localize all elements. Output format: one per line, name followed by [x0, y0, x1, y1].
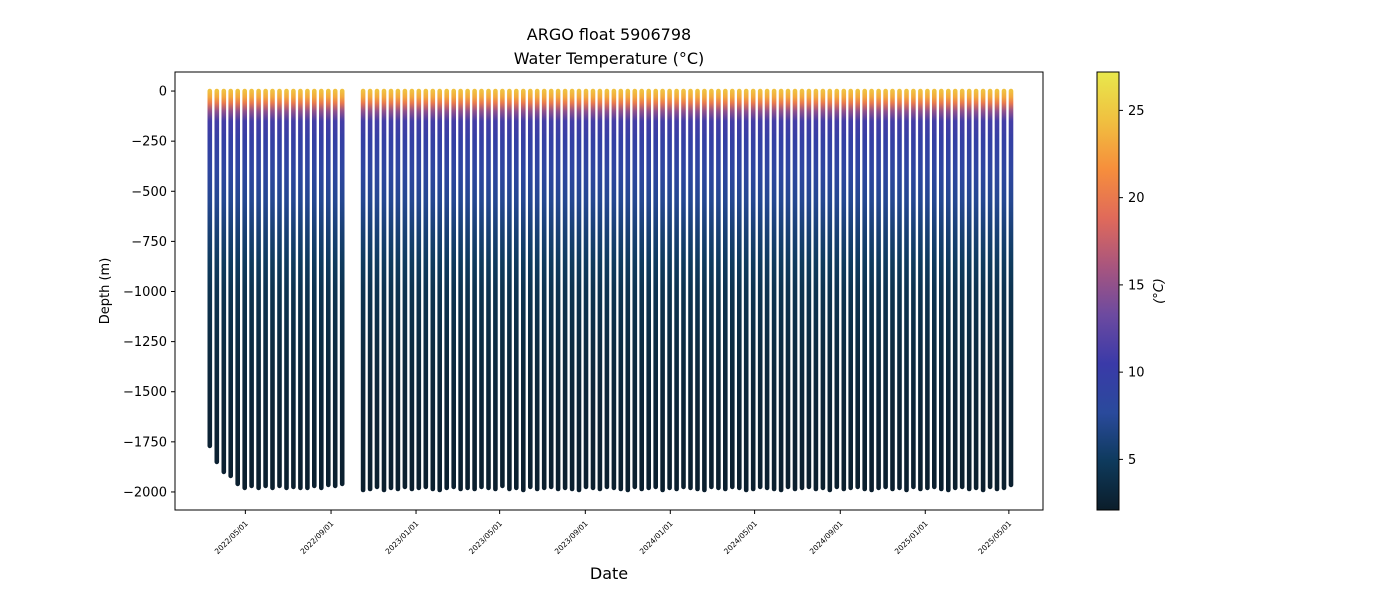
x-axis-label: Date [590, 564, 628, 583]
y-axis-label: Depth (m) [98, 258, 113, 325]
x-tick-label: 2022/05/01 [213, 519, 250, 556]
colorbar-tick-label: 10 [1128, 366, 1145, 381]
colorbar [1096, 71, 1120, 511]
y-axis-ticks: 0 −250 −500 −750 −1000 −1250 −1500 −1750 −2000 [123, 85, 175, 500]
colorbar-ticks: 5 10 15 20 25 [1119, 104, 1145, 468]
x-tick-label: 2023/01/01 [384, 519, 421, 556]
x-tick-label: 2023/09/01 [553, 519, 590, 556]
y-tick-label: −1750 [123, 435, 167, 450]
x-axis-ticks: 2022/05/01 2022/09/01 2023/01/01 2023/05/01… [213, 510, 1013, 556]
colorbar-tick-label: 15 [1128, 278, 1145, 293]
y-tick-label: −2000 [123, 485, 167, 500]
x-tick-label: 2024/01/01 [638, 519, 675, 556]
y-tick-label: −500 [131, 185, 167, 200]
y-tick-label: −1500 [123, 385, 167, 400]
plot-area [207, 88, 1014, 493]
colorbar-label: (°C) [1152, 278, 1167, 304]
chart-title-line-2: Water Temperature (°C) [514, 49, 704, 68]
x-tick-label: 2023/05/01 [467, 519, 504, 556]
colorbar-tick-label: 20 [1128, 191, 1145, 206]
x-tick-label: 2024/09/01 [808, 519, 845, 556]
y-tick-label: −1250 [123, 335, 167, 350]
plot-frame [174, 71, 1044, 511]
x-tick-label: 2022/09/01 [299, 519, 336, 556]
x-tick-label: 2025/05/01 [976, 519, 1013, 556]
y-tick-label: −1000 [123, 285, 167, 300]
colorbar-tick-label: 5 [1128, 453, 1136, 468]
y-tick-label: −750 [131, 235, 167, 250]
y-tick-label: 0 [159, 85, 167, 100]
y-tick-label: −250 [131, 135, 167, 150]
x-tick-label: 2024/05/01 [722, 519, 759, 556]
colorbar-tick-label: 25 [1128, 104, 1145, 119]
chart-title-line-1: ARGO float 5906798 [527, 25, 691, 44]
x-tick-label: 2025/01/01 [893, 519, 930, 556]
